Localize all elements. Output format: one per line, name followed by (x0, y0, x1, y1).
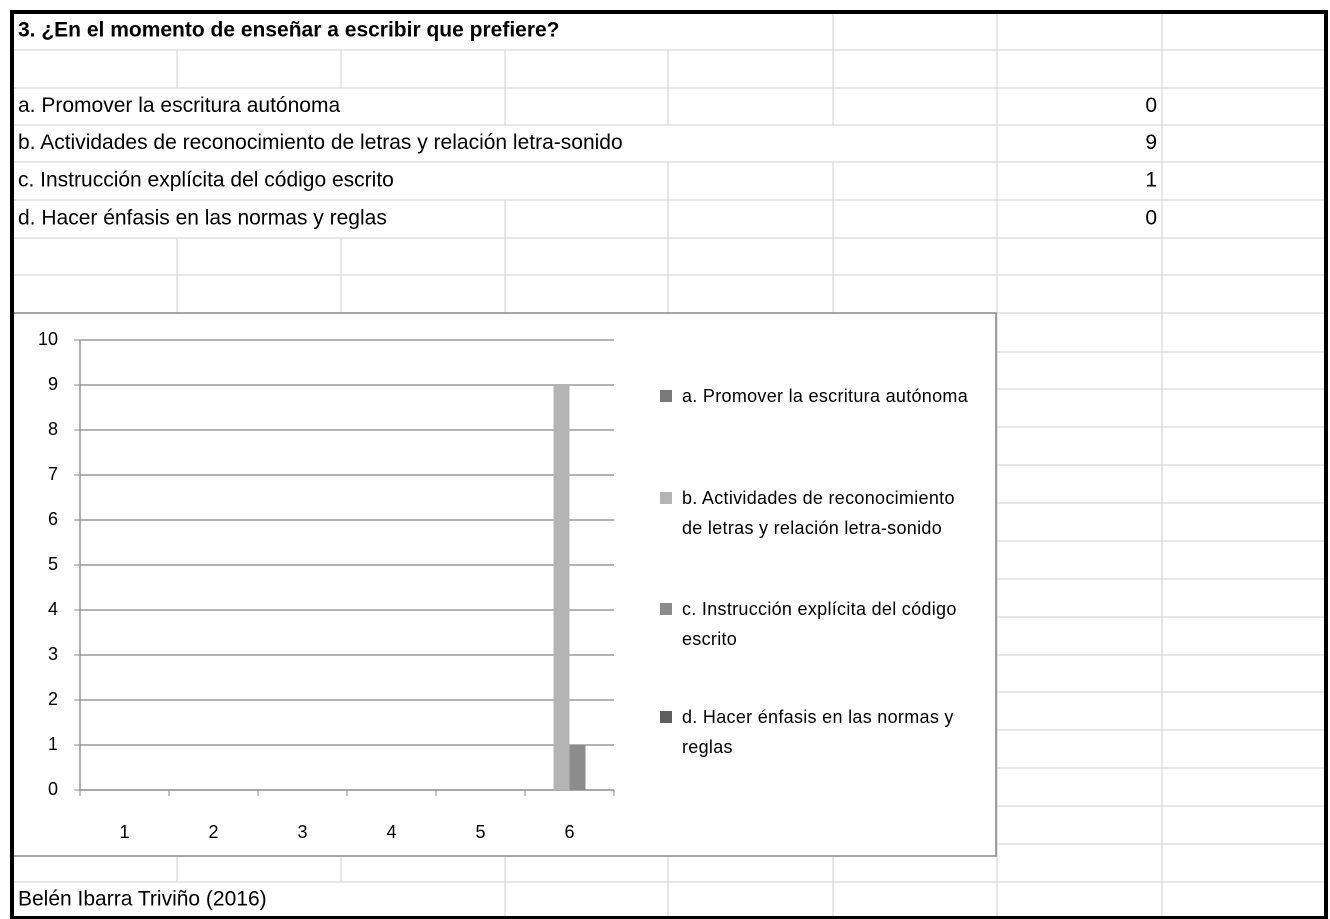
sheet-title: 3. ¿En el momento de enseñar a escribir … (18, 19, 560, 42)
row-label: c. Instrucción explícita del código escr… (18, 169, 394, 192)
y-tick-label: 9 (48, 374, 58, 394)
x-tick-label: 1 (119, 822, 129, 842)
chart-area (11, 312, 997, 857)
row-value: 9 (1145, 131, 1157, 154)
legend-swatch (660, 390, 672, 402)
x-tick-label: 5 (475, 822, 485, 842)
row-label: a. Promover la escritura autónoma (18, 94, 340, 117)
x-tick-label: 3 (297, 822, 307, 842)
y-tick-label: 7 (48, 464, 58, 484)
legend-label: d. Hacer énfasis en las normas y reglas (682, 707, 954, 757)
legend-entry: d. Hacer énfasis en las normas y reglas (682, 707, 954, 757)
legend-swatch (660, 492, 672, 504)
bar (569, 745, 586, 790)
legend-entry: c. Instrucción explícita del código escr… (682, 599, 957, 649)
y-tick-label: 3 (48, 644, 58, 664)
legend-entry: b. Actividades de reconocimiento de letr… (682, 488, 955, 538)
row-label: d. Hacer énfasis en las normas y reglas (18, 207, 387, 230)
y-tick-label: 0 (48, 779, 58, 799)
legend-label: b. Actividades de reconocimiento de letr… (682, 488, 955, 538)
x-tick-label: 4 (386, 822, 396, 842)
y-tick-label: 2 (48, 689, 58, 709)
y-tick-label: 5 (48, 554, 58, 574)
legend-label: c. Instrucción explícita del código escr… (682, 599, 957, 649)
legend-swatch (660, 603, 672, 615)
sheet-border (10, 10, 1328, 919)
legend-entry: a. Promover la escritura autónoma (682, 386, 969, 406)
x-tick-label: 6 (564, 822, 574, 842)
y-tick-label: 10 (38, 329, 58, 349)
source: Belén Ibarra Triviño (2016) (18, 888, 267, 911)
y-tick-label: 1 (48, 734, 58, 754)
x-tick-label: 2 (208, 822, 218, 842)
chart: 0 1 2 3 4 5 6 7 8 9 10 1 2 3 4 5 6 a. Promover la escritu… (38, 329, 969, 842)
y-tick-label: 8 (48, 419, 58, 439)
row-label: b. Actividades de reconocimiento de letr… (18, 131, 623, 154)
bar (553, 385, 570, 790)
row-value: 0 (1145, 207, 1157, 230)
legend-label: a. Promover la escritura autónoma (682, 386, 969, 406)
row-value: 0 (1145, 94, 1157, 117)
legend-swatch (660, 711, 672, 723)
row-value: 1 (1145, 169, 1157, 192)
y-tick-label: 4 (48, 599, 58, 619)
y-tick-label: 6 (48, 509, 58, 529)
